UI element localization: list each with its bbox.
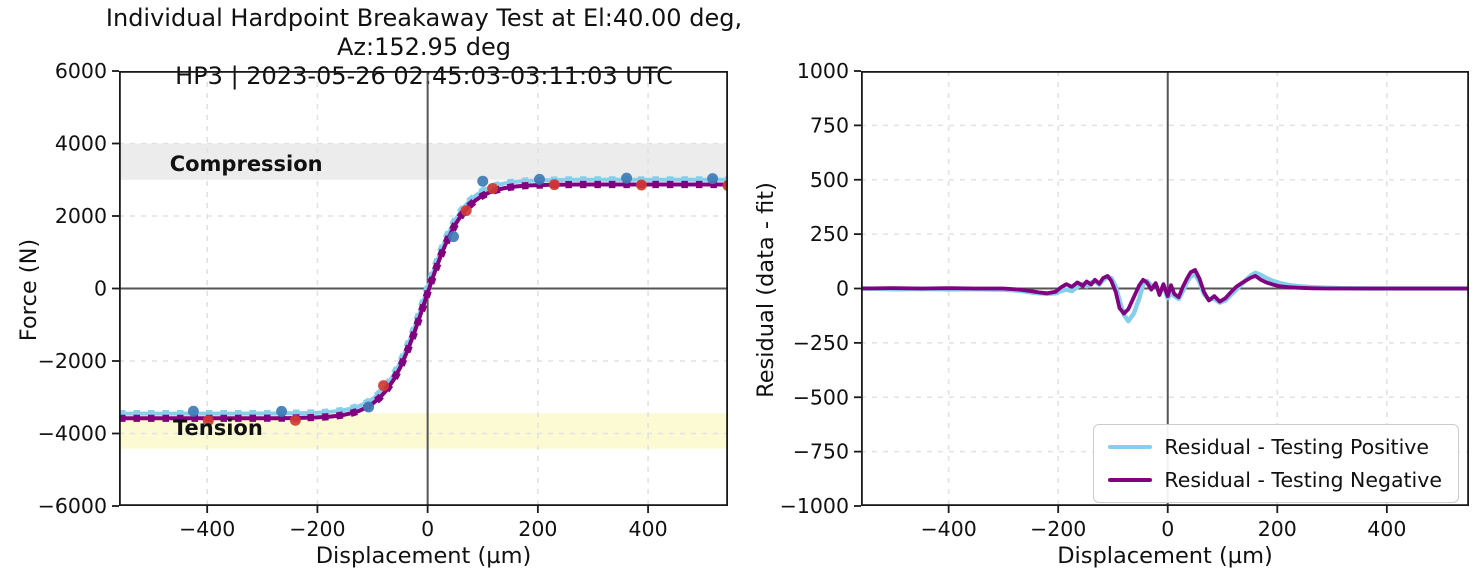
- svg-text:4000: 4000: [55, 132, 107, 156]
- svg-text:−200: −200: [1030, 517, 1086, 541]
- svg-text:−1000: −1000: [780, 494, 849, 518]
- svg-text:−200: −200: [289, 517, 345, 541]
- legend-item-residual-negative: Residual - Testing Negative: [1108, 468, 1442, 492]
- svg-text:−2000: −2000: [38, 349, 107, 373]
- left-chart-ylabel: Force (N): [16, 238, 42, 342]
- svg-text:−750: −750: [793, 440, 849, 464]
- legend-swatch-positive-line: [1108, 444, 1153, 450]
- left-chart-title-line1: Individual Hardpoint Breakaway Test at E…: [105, 4, 743, 61]
- svg-text:0: 0: [94, 277, 107, 301]
- svg-text:−250: −250: [793, 331, 849, 355]
- svg-text:2000: 2000: [55, 204, 107, 228]
- right-chart-ylabel: Residual (data - fit): [753, 182, 779, 398]
- svg-text:500: 500: [810, 168, 849, 192]
- svg-text:Compression: Compression: [170, 152, 323, 176]
- legend-label-positive: Residual - Testing Positive: [1164, 435, 1430, 459]
- right-chart-legend: Residual - Testing Positive Residual - T…: [1093, 424, 1459, 503]
- svg-text:0: 0: [836, 277, 849, 301]
- svg-text:−400: −400: [920, 517, 976, 541]
- svg-text:−6000: −6000: [38, 494, 107, 518]
- legend-label-negative: Residual - Testing Negative: [1164, 468, 1442, 492]
- svg-text:400: 400: [629, 517, 668, 541]
- left-chart-title-line2: HP3 | 2023-05-26 02:45:03-03:11:03 UTC: [175, 62, 673, 90]
- svg-text:6000: 6000: [55, 59, 107, 83]
- svg-text:200: 200: [518, 517, 557, 541]
- svg-text:0: 0: [1161, 517, 1174, 541]
- right-chart-xlabel: Displacement (µm): [1057, 543, 1273, 569]
- svg-text:750: 750: [810, 113, 849, 137]
- svg-text:250: 250: [810, 222, 849, 246]
- svg-text:Tension: Tension: [173, 416, 263, 440]
- svg-text:−4000: −4000: [38, 422, 107, 446]
- svg-text:−500: −500: [793, 385, 849, 409]
- svg-text:1000: 1000: [797, 59, 849, 83]
- svg-text:200: 200: [1258, 517, 1297, 541]
- svg-text:0: 0: [421, 517, 434, 541]
- right-chart-canvas: −400 −200 0 200 400 −1000 −750 −500 −250 0 250 500 7…: [780, 59, 1470, 541]
- left-chart-xlabel: Displacement (µm): [315, 543, 532, 569]
- svg-text:400: 400: [1367, 517, 1406, 541]
- legend-item-residual-positive: Residual - Testing Positive: [1108, 435, 1442, 459]
- svg-text:−400: −400: [179, 517, 235, 541]
- left-chart-title: Individual Hardpoint Breakaway Test at E…: [100, 4, 748, 91]
- legend-swatch-negative-line: [1108, 477, 1153, 483]
